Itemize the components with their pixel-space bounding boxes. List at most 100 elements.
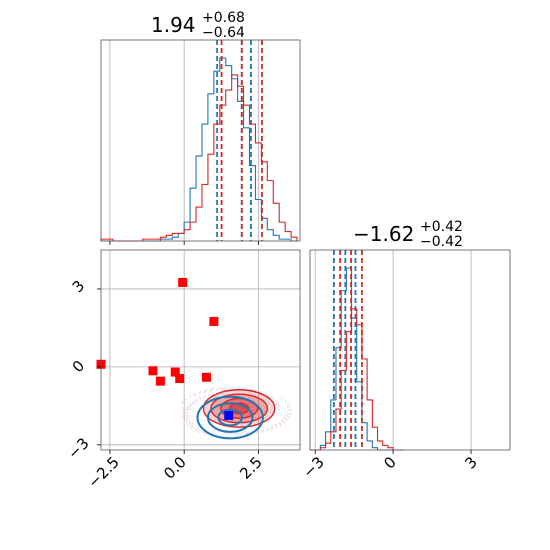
sample-point xyxy=(261,431,263,433)
contour-fill xyxy=(202,389,276,428)
sample-point xyxy=(242,387,245,390)
sample-point xyxy=(193,426,196,429)
sample-point xyxy=(279,424,282,427)
x2-tick-label: −3 xyxy=(299,453,327,481)
sample-point xyxy=(278,411,281,414)
sample-point xyxy=(188,402,191,405)
sample-point xyxy=(282,420,285,423)
red-marker xyxy=(148,366,158,376)
sample-point xyxy=(271,427,274,429)
red-marker xyxy=(209,316,219,326)
sample-point xyxy=(222,387,225,390)
sample-point xyxy=(271,428,273,431)
sample-point xyxy=(190,426,193,429)
sample-point xyxy=(264,392,267,395)
sample-point xyxy=(266,429,269,432)
red-marker xyxy=(201,372,211,382)
sample-point xyxy=(196,427,199,429)
sample-point xyxy=(187,406,190,409)
sample-point xyxy=(271,397,274,399)
sample-point xyxy=(288,412,291,415)
sample-point xyxy=(235,432,238,434)
sample-point xyxy=(181,401,184,404)
sample-point xyxy=(278,404,280,406)
sample-point xyxy=(275,426,278,428)
sample-point xyxy=(288,417,291,419)
sample-point xyxy=(193,393,196,395)
sample-point xyxy=(247,390,250,393)
sample-point xyxy=(188,420,191,422)
sample-point xyxy=(205,389,208,391)
marginal-histogram-1 xyxy=(100,39,301,245)
sample-point xyxy=(204,390,207,393)
sample-point xyxy=(288,409,290,412)
sample-point xyxy=(220,388,223,391)
sample-point xyxy=(279,423,282,426)
sample-point xyxy=(224,386,227,389)
sample-point xyxy=(183,418,186,421)
sample-point xyxy=(286,414,288,417)
sample-point xyxy=(238,433,240,436)
sample-point xyxy=(193,394,196,397)
sample-point xyxy=(198,429,200,432)
sample-point xyxy=(184,411,187,414)
sample-point xyxy=(284,417,287,420)
sample-point xyxy=(186,423,189,426)
contour-line xyxy=(206,402,254,433)
sample-point xyxy=(199,390,202,393)
title-2-lower: −0.42 xyxy=(420,234,463,250)
sample-point xyxy=(185,421,188,424)
x2-tick-label: 3 xyxy=(461,453,480,472)
sample-point xyxy=(189,407,192,410)
sample-point xyxy=(290,410,292,413)
sample-point xyxy=(272,399,275,401)
sample-point xyxy=(271,425,274,428)
sample-point xyxy=(218,430,221,433)
sample-point xyxy=(185,419,188,422)
sample-point xyxy=(281,419,284,422)
sample-point xyxy=(278,422,281,424)
sample-point xyxy=(184,416,186,419)
sample-point xyxy=(199,396,201,399)
sample-point xyxy=(285,418,288,421)
sample-point xyxy=(212,387,214,390)
sample-point xyxy=(203,391,206,394)
sample-point xyxy=(186,417,189,420)
title-1-value: 1.94 xyxy=(151,13,196,37)
axes-frame xyxy=(100,249,301,451)
sample-point xyxy=(281,397,284,400)
axes-frame xyxy=(100,39,301,242)
sample-point xyxy=(184,398,187,401)
x1-tick-label: 2.5 xyxy=(236,453,266,483)
title-2-value: −1.62 xyxy=(353,222,414,246)
sample-point xyxy=(191,422,194,425)
sample-point xyxy=(181,415,184,418)
x2-tick-label: 0 xyxy=(380,453,399,472)
y2-tick-label: 0 xyxy=(69,357,88,376)
sample-point xyxy=(266,427,269,430)
sample-point xyxy=(287,406,289,408)
sample-point xyxy=(287,403,290,406)
y-tick-labels-2: 3 0 −3 xyxy=(64,277,92,463)
sample-point xyxy=(244,433,247,436)
sample-point xyxy=(231,386,234,389)
sample-point xyxy=(212,429,215,432)
sample-point xyxy=(241,431,244,434)
sample-point xyxy=(233,433,236,435)
sample-point xyxy=(283,416,286,419)
sample-point xyxy=(227,388,229,391)
title-1-lower: −0.64 xyxy=(202,25,245,41)
sample-point xyxy=(186,405,189,408)
sample-point xyxy=(199,398,201,400)
sample-point xyxy=(188,395,191,398)
x1-tick-label: −2.5 xyxy=(84,453,122,491)
sample-point xyxy=(200,431,203,434)
sample-point xyxy=(217,387,220,390)
sample-point xyxy=(278,408,281,411)
sample-point xyxy=(275,401,278,404)
sample-point xyxy=(186,412,189,415)
sample-point xyxy=(209,390,212,392)
sample-point xyxy=(189,424,192,427)
sample-point xyxy=(255,432,258,435)
